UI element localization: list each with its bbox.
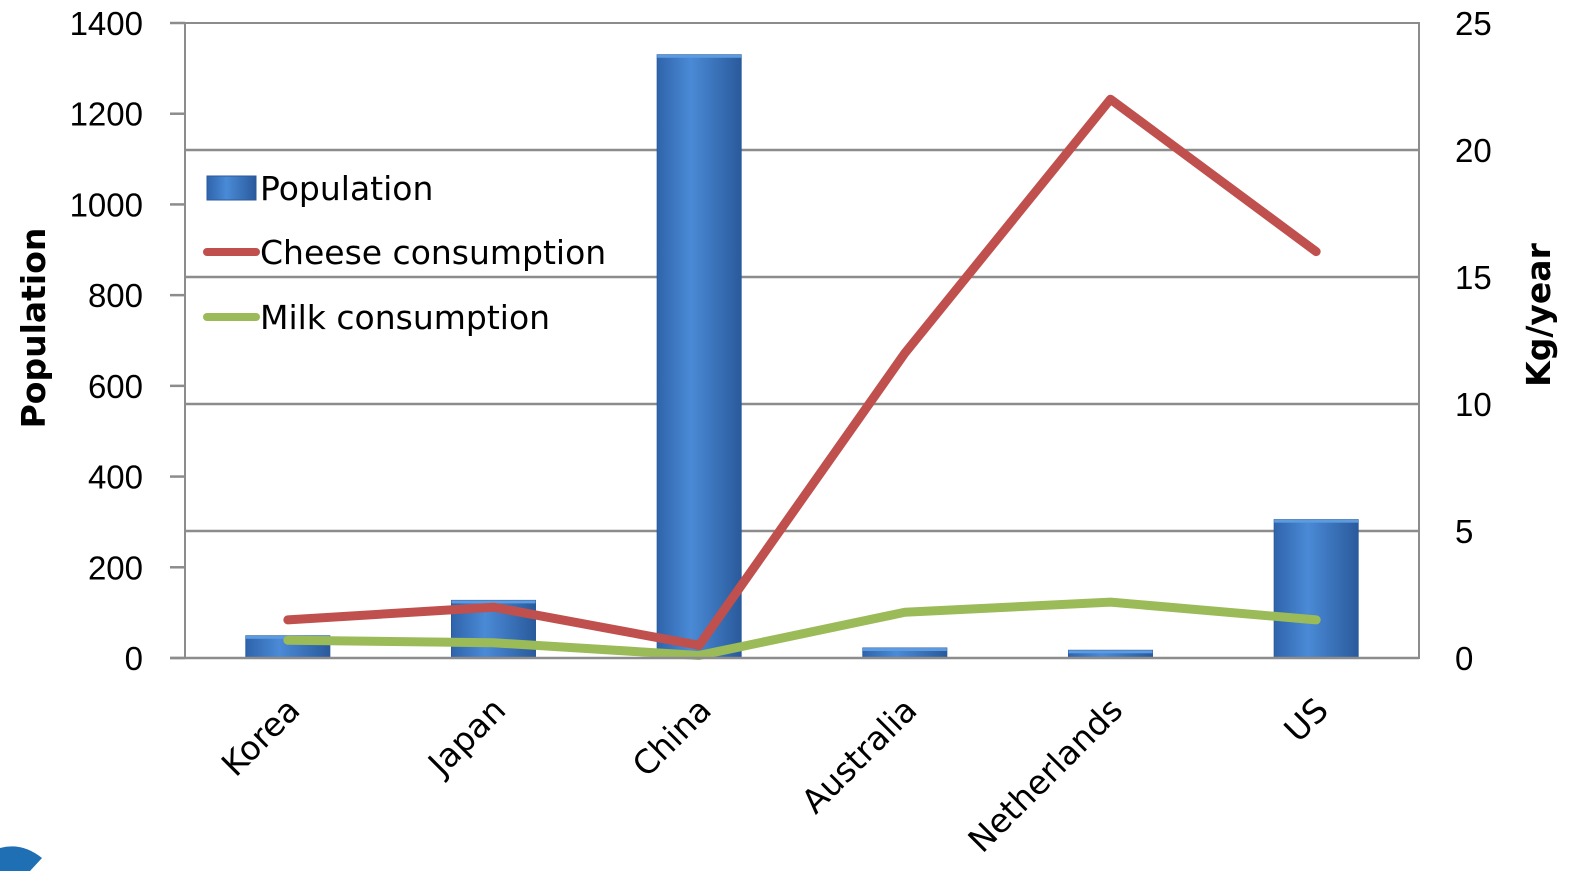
bar-top-highlight bbox=[657, 54, 742, 58]
legend-swatch-population bbox=[206, 175, 257, 201]
plot-area-border bbox=[184, 22, 1420, 659]
bar-top-highlight bbox=[451, 600, 536, 604]
right-tick-label: 15 bbox=[1455, 259, 1492, 296]
category-label: US bbox=[1276, 690, 1335, 749]
right-axis-title: Kg/year bbox=[1519, 242, 1558, 386]
category-label: Korea bbox=[214, 690, 308, 784]
right-tick-label: 25 bbox=[1455, 5, 1492, 42]
category-label: Australia bbox=[794, 690, 925, 821]
left-tick-label: 1000 bbox=[70, 186, 143, 223]
bar-top-highlight bbox=[862, 648, 947, 652]
line-cheese bbox=[283, 94, 1321, 650]
right-tick-label: 10 bbox=[1455, 386, 1492, 423]
gridlines bbox=[185, 148, 1419, 533]
legend: Population Cheese consumption Milk consu… bbox=[203, 169, 606, 337]
right-tick-label: 5 bbox=[1455, 513, 1473, 550]
corner-swoosh-decoration bbox=[0, 846, 42, 871]
lines-layer bbox=[283, 94, 1321, 660]
right-tick-labels: 0 5 10 15 20 25 bbox=[1455, 5, 1492, 677]
bar-population bbox=[656, 54, 742, 659]
category-label: Japan bbox=[419, 690, 513, 784]
right-tick-label: 20 bbox=[1455, 132, 1492, 169]
left-tick-label: 800 bbox=[88, 277, 143, 314]
left-tick-label: 1400 bbox=[70, 5, 143, 42]
legend-label-cheese: Cheese consumption bbox=[260, 233, 606, 272]
left-tick-label: 200 bbox=[88, 549, 143, 586]
left-axis-title: Population bbox=[14, 228, 53, 429]
bars-layer bbox=[245, 54, 1359, 659]
left-tick-label: 0 bbox=[125, 640, 143, 677]
left-tick-labels: 0 200 400 600 800 1000 1200 1400 bbox=[70, 5, 185, 677]
left-tick-label: 400 bbox=[88, 459, 143, 496]
left-tick-label: 600 bbox=[88, 368, 143, 405]
bar-population bbox=[1273, 519, 1359, 659]
category-label: China bbox=[625, 690, 719, 784]
left-tick-label: 1200 bbox=[70, 96, 143, 133]
bar-top-highlight bbox=[1068, 650, 1153, 654]
line-milk bbox=[283, 597, 1321, 660]
legend-label-milk: Milk consumption bbox=[260, 298, 550, 337]
right-tick-label: 0 bbox=[1455, 640, 1473, 677]
bar-top-highlight bbox=[1274, 519, 1359, 523]
legend-label-population: Population bbox=[260, 169, 433, 208]
category-labels: Korea Japan China Australia Netherlands US bbox=[214, 690, 1336, 860]
category-label: Netherlands bbox=[960, 690, 1130, 860]
